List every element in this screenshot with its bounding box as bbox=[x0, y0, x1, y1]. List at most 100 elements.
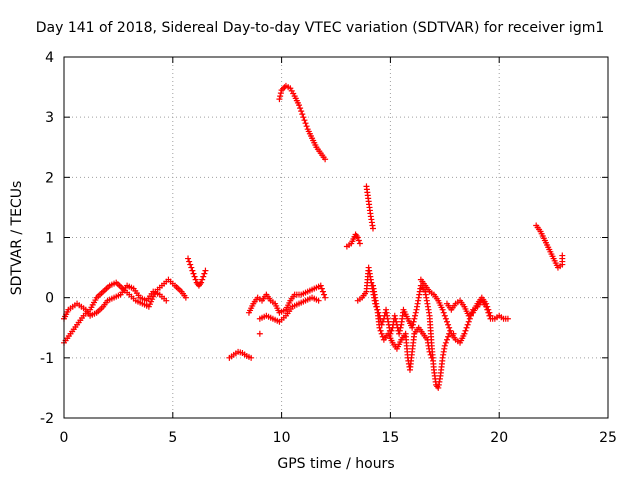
data-point bbox=[484, 303, 491, 310]
data-point bbox=[483, 300, 490, 307]
data-point bbox=[392, 315, 399, 322]
data-point bbox=[190, 270, 197, 277]
data-point bbox=[445, 333, 452, 340]
data-point bbox=[393, 318, 400, 325]
data-point bbox=[439, 306, 446, 313]
data-point bbox=[189, 267, 196, 274]
data-point bbox=[445, 321, 452, 328]
data-point bbox=[317, 282, 324, 289]
data-point bbox=[409, 321, 416, 328]
x-tick-label: 10 bbox=[273, 430, 291, 446]
y-tick-label: -2 bbox=[40, 411, 54, 427]
data-point bbox=[191, 273, 198, 280]
data-point bbox=[377, 327, 384, 334]
y-tick-label: 3 bbox=[45, 110, 54, 126]
data-point bbox=[397, 324, 404, 331]
x-tick-label: 20 bbox=[490, 430, 508, 446]
data-point bbox=[187, 261, 194, 268]
data-point bbox=[441, 312, 448, 319]
data-point bbox=[315, 297, 322, 304]
data-point bbox=[446, 324, 453, 331]
chart-title: Day 141 of 2018, Sidereal Day-to-day VTE… bbox=[35, 20, 605, 36]
x-tick-label: 15 bbox=[381, 430, 399, 446]
data-point bbox=[442, 339, 449, 346]
data-point bbox=[298, 108, 305, 115]
data-point bbox=[396, 327, 403, 334]
data-point bbox=[185, 255, 192, 262]
data-point bbox=[321, 291, 328, 298]
data-point bbox=[276, 96, 283, 103]
data-point bbox=[466, 315, 473, 322]
data-point bbox=[200, 273, 207, 280]
data-point bbox=[354, 234, 361, 241]
data-point bbox=[202, 267, 209, 274]
data-point bbox=[192, 276, 199, 283]
data-point bbox=[462, 327, 469, 334]
data-point bbox=[296, 102, 303, 109]
axis-ticks: 0 5 10 15 20 25 -2 -1 0 1 2 3 4 bbox=[40, 50, 617, 446]
data-point bbox=[412, 309, 419, 316]
data-point bbox=[391, 312, 398, 319]
data-point bbox=[426, 348, 433, 355]
data-point bbox=[256, 330, 263, 337]
data-point bbox=[318, 285, 325, 292]
data-point bbox=[461, 330, 468, 337]
data-point bbox=[412, 312, 419, 319]
data-point bbox=[303, 123, 310, 130]
data-point bbox=[302, 120, 309, 127]
data-point bbox=[199, 276, 206, 283]
data-point bbox=[277, 90, 284, 97]
data-point bbox=[427, 351, 434, 358]
y-tick-label: 2 bbox=[45, 170, 54, 186]
data-point bbox=[355, 237, 362, 244]
data-point bbox=[411, 315, 418, 322]
data-point bbox=[428, 354, 435, 361]
data-point bbox=[442, 315, 449, 322]
data-point bbox=[278, 87, 285, 94]
data-point bbox=[463, 324, 470, 331]
x-tick-label: 0 bbox=[60, 430, 69, 446]
data-point bbox=[322, 156, 329, 163]
data-point bbox=[464, 321, 471, 328]
data-point bbox=[378, 330, 385, 337]
data-point bbox=[450, 330, 457, 337]
data-point bbox=[443, 318, 450, 325]
x-axis-label: GPS time / hours bbox=[277, 456, 395, 472]
data-point bbox=[376, 324, 383, 331]
data-point bbox=[465, 318, 472, 325]
data-point bbox=[388, 327, 395, 334]
data-point bbox=[486, 309, 493, 316]
data-point bbox=[410, 318, 417, 325]
data-point bbox=[188, 264, 195, 271]
data-point bbox=[277, 93, 284, 100]
grid bbox=[64, 57, 608, 418]
data-point bbox=[248, 354, 255, 361]
data-point bbox=[297, 105, 304, 112]
data-point bbox=[485, 306, 492, 313]
data-point bbox=[163, 297, 170, 304]
data-point bbox=[441, 342, 448, 349]
data-point bbox=[369, 225, 376, 232]
data-point bbox=[559, 252, 566, 259]
x-tick-label: 5 bbox=[168, 430, 177, 446]
data-point bbox=[182, 294, 189, 301]
data-point bbox=[443, 336, 450, 343]
data-point bbox=[487, 312, 494, 319]
x-tick-label: 25 bbox=[599, 430, 617, 446]
y-tick-label: 1 bbox=[45, 231, 54, 247]
data-point bbox=[300, 114, 307, 121]
data-point bbox=[299, 111, 306, 118]
y-tick-label: -1 bbox=[40, 351, 54, 367]
data-point bbox=[447, 327, 454, 334]
data-point bbox=[440, 309, 447, 316]
data-point bbox=[396, 330, 403, 337]
data-point bbox=[186, 258, 193, 265]
data-point bbox=[504, 315, 511, 322]
data-point bbox=[409, 324, 416, 331]
data-point bbox=[201, 270, 208, 277]
data-point bbox=[319, 288, 326, 295]
data-point bbox=[356, 240, 363, 247]
y-tick-label: 4 bbox=[45, 50, 54, 66]
data-point bbox=[198, 279, 205, 286]
